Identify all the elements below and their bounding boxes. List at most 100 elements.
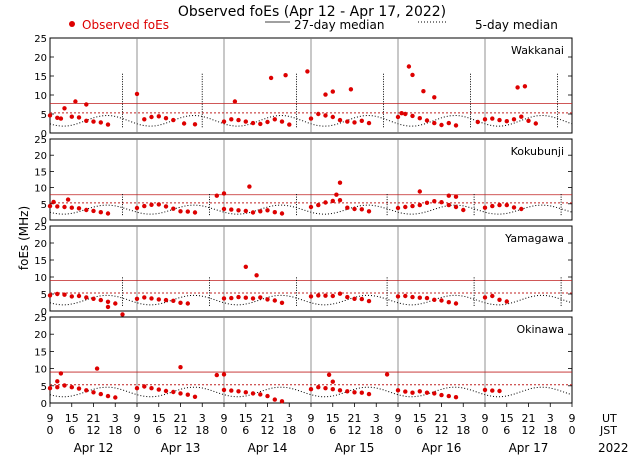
observed-point xyxy=(446,202,451,208)
observed-point xyxy=(243,208,248,214)
observed-point xyxy=(410,72,415,78)
observed-point xyxy=(247,184,252,189)
y-tick-label: 15 xyxy=(34,167,47,178)
year-label: 2022 xyxy=(598,441,629,455)
observed-point xyxy=(91,119,96,124)
observed-point xyxy=(265,208,270,213)
observed-point xyxy=(482,117,488,122)
panel-yamagawa: 0 5 10 15 20 25 Yamagawa xyxy=(34,222,573,318)
y-tick-label: 0 xyxy=(41,216,47,227)
observed-point xyxy=(410,113,415,119)
observed-point xyxy=(526,118,531,124)
legend-observed-marker xyxy=(69,21,75,27)
y-tick-label: 10 xyxy=(34,184,47,195)
x-tick-label-jst: 0 xyxy=(308,424,315,437)
x-tick-label-jst: 0 xyxy=(482,424,489,437)
observed-point xyxy=(258,121,263,127)
observed-point xyxy=(55,385,60,390)
observed-point xyxy=(272,298,277,303)
observed-point xyxy=(330,293,335,299)
observed-point xyxy=(522,84,528,89)
ut-label: UT xyxy=(602,412,617,425)
observed-point xyxy=(305,69,310,74)
observed-point xyxy=(406,64,412,69)
x-tick-label-ut: 9 xyxy=(308,412,315,425)
x-tick-label-ut: 3 xyxy=(547,412,554,425)
observed-point xyxy=(55,291,60,297)
observed-point xyxy=(258,295,263,300)
median-5day-trace xyxy=(49,204,573,215)
observed-point xyxy=(76,386,82,391)
observed-point xyxy=(352,206,357,212)
observed-point xyxy=(453,194,459,199)
panel-kokubunji: 0 5 10 15 20 25 Kokubunji xyxy=(34,135,573,227)
observed-point xyxy=(417,295,422,300)
observed-point xyxy=(98,120,104,125)
x-tick-label-jst: 12 xyxy=(348,424,362,437)
x-tick-label-jst: 12 xyxy=(261,424,275,437)
station-panels: 0 5 10 15 20 25 Wakkanai 0 5 10 15 20 25 Kokubunji 0 5 1… xyxy=(34,34,573,410)
observed-point xyxy=(163,116,169,121)
observed-point xyxy=(497,388,502,394)
x-tick-label-ut: 3 xyxy=(199,412,206,425)
y-tick-label: 10 xyxy=(34,273,47,284)
panel-wakkanai: 0 5 10 15 20 25 Wakkanai xyxy=(34,34,573,140)
x-tick-label-ut: 9 xyxy=(134,412,141,425)
observed-point xyxy=(482,295,488,300)
observed-point xyxy=(243,264,248,269)
observed-point xyxy=(533,121,538,126)
observed-point xyxy=(113,301,118,306)
observed-point xyxy=(308,387,314,392)
observed-point xyxy=(417,116,422,121)
x-tick-label-jst: 18 xyxy=(369,424,383,437)
observed-point xyxy=(504,202,509,208)
y-tick-label: 20 xyxy=(34,239,47,250)
x-tick-label-ut: 21 xyxy=(435,412,449,425)
observed-point xyxy=(323,92,328,97)
observed-point xyxy=(221,387,227,393)
legend-observed-label: Observed foEs xyxy=(82,18,169,32)
observed-point xyxy=(91,296,96,301)
observed-point xyxy=(243,295,248,300)
x-tick-label-jst: 6 xyxy=(68,424,75,437)
observed-point xyxy=(395,114,401,120)
x-axis: 9015621123189015621123189015621123189015… xyxy=(47,403,576,455)
observed-point xyxy=(359,118,364,124)
observed-point xyxy=(98,391,104,397)
observed-point xyxy=(185,301,190,306)
observed-point xyxy=(265,393,270,399)
x-tick-label-jst: 18 xyxy=(543,424,557,437)
observed-point xyxy=(439,392,444,398)
observed-point xyxy=(134,296,140,301)
y-tick-label: 10 xyxy=(34,365,47,376)
observed-point xyxy=(47,386,53,391)
observed-point xyxy=(62,204,67,210)
jst-label: JST xyxy=(599,424,617,437)
y-tick-label: 5 xyxy=(41,290,47,301)
observed-point xyxy=(279,211,285,216)
observed-point xyxy=(58,371,64,376)
observed-point xyxy=(142,384,147,389)
observed-point xyxy=(345,205,350,210)
observed-point xyxy=(265,119,270,125)
observed-point xyxy=(279,119,285,124)
x-tick-label-jst: 18 xyxy=(282,424,296,437)
x-tick-label-jst: 6 xyxy=(416,424,423,437)
observed-point xyxy=(511,117,517,122)
median-5day-trace xyxy=(49,386,573,398)
observed-point xyxy=(337,117,343,123)
observed-point xyxy=(475,119,480,125)
observed-point xyxy=(366,391,372,397)
observed-point xyxy=(94,366,100,371)
observed-point xyxy=(403,204,408,210)
observed-point xyxy=(214,372,219,378)
y-tick-label: 10 xyxy=(34,91,47,102)
observed-point xyxy=(330,114,335,120)
observed-point xyxy=(395,294,401,299)
observed-point xyxy=(214,193,219,198)
observed-point xyxy=(424,295,430,301)
x-tick-label-jst: 0 xyxy=(569,424,576,437)
observed-point xyxy=(515,85,520,90)
observed-point xyxy=(453,395,459,400)
